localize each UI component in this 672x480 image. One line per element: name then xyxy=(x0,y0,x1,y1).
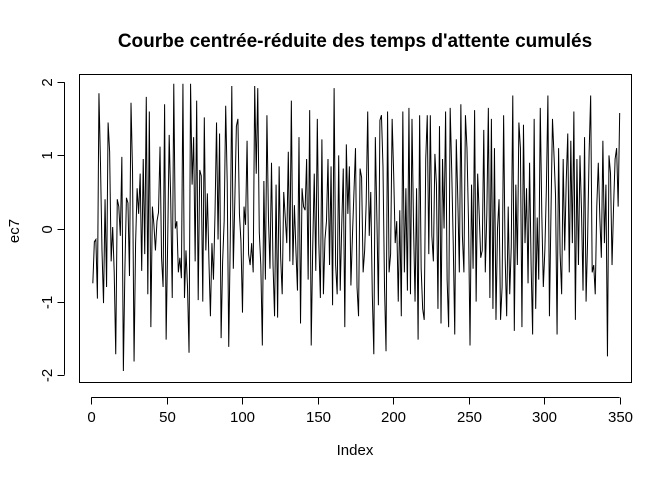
y-tick-label: 1 xyxy=(39,151,56,159)
series-line xyxy=(92,83,621,372)
x-tick-label: 200 xyxy=(381,409,406,426)
x-tick-label: 350 xyxy=(608,409,633,426)
x-tick-label: 150 xyxy=(306,409,331,426)
x-axis: 0 50 100 150 200 250 300 350 xyxy=(87,397,633,426)
y-tick-label: -2 xyxy=(39,369,56,382)
x-tick-label: 250 xyxy=(457,409,482,426)
plot-frame xyxy=(79,74,632,383)
y-tick-label: -1 xyxy=(39,296,56,309)
y-tick-label: 2 xyxy=(39,78,56,86)
y-axis: -2 -1 0 1 2 xyxy=(39,78,65,382)
x-tick-label: 0 xyxy=(87,409,95,426)
y-tick-label: 0 xyxy=(39,225,56,233)
x-tick-label: 50 xyxy=(159,409,176,426)
x-axis-label: Index xyxy=(337,442,374,459)
chart-title: Courbe centrée-réduite des temps d'atten… xyxy=(118,31,592,52)
x-tick-label: 300 xyxy=(532,409,557,426)
x-tick-label: 100 xyxy=(230,409,255,426)
y-axis-label: ec7 xyxy=(6,219,23,243)
